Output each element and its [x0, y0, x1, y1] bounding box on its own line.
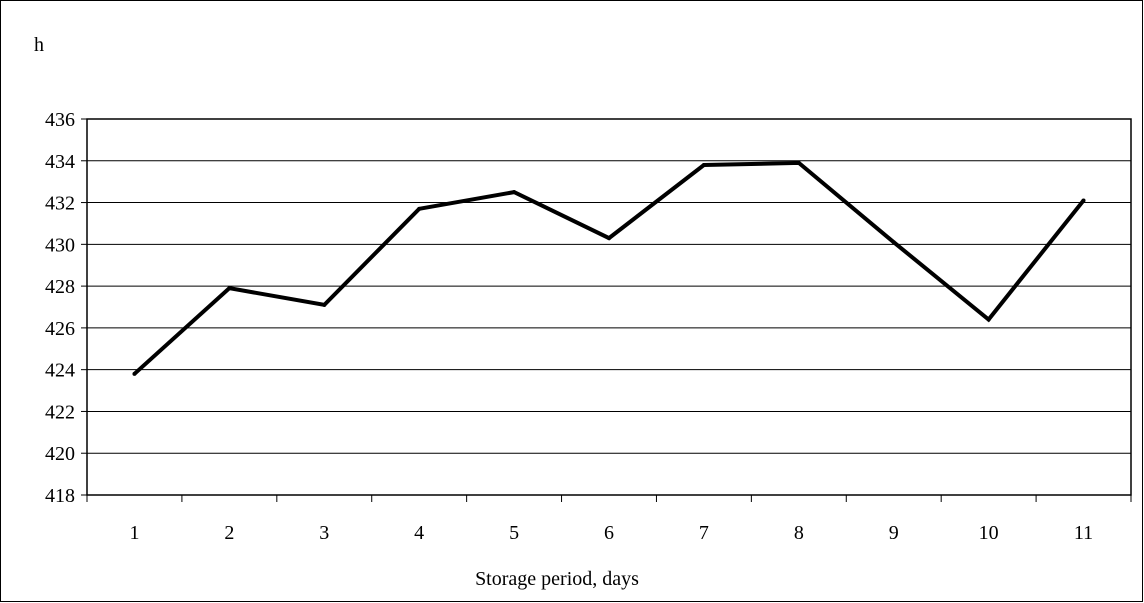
data-point — [512, 190, 517, 195]
x-tick-label: 1 — [129, 522, 139, 544]
y-tick-label: 428 — [45, 276, 75, 298]
x-tick-label: 5 — [509, 522, 519, 544]
x-tick-label: 2 — [224, 522, 234, 544]
y-tick-label: 434 — [45, 151, 75, 173]
x-tick-label: 4 — [414, 522, 424, 544]
y-tick-label: 426 — [45, 318, 75, 340]
y-tick-label: 430 — [45, 234, 75, 256]
y-tick-label: 422 — [45, 401, 75, 423]
x-tick-label: 8 — [794, 522, 804, 544]
data-point — [227, 286, 232, 291]
grid-lines — [81, 118, 1131, 496]
series-line-0 — [133, 160, 1086, 376]
y-axis-title: h — [34, 34, 44, 56]
data-point — [796, 160, 801, 165]
data-point — [986, 317, 991, 322]
x-axis-title: Storage period, days — [475, 568, 639, 590]
y-tick-label: 432 — [45, 193, 75, 215]
data-point — [1081, 198, 1086, 203]
data-point — [891, 240, 896, 245]
y-axis-tick-labels: 418 420 422 424 426 428 430 432 434 436 — [45, 109, 75, 507]
x-axis-tick-labels: 1 2 3 4 5 6 7 8 9 10 11 — [129, 522, 1093, 544]
x-axis-ticks — [86, 495, 1132, 502]
y-tick-label: 436 — [45, 109, 75, 131]
y-tick-label: 424 — [45, 360, 75, 382]
plot-area — [86, 118, 1132, 496]
y-tick-label: 418 — [45, 485, 75, 507]
x-tick-label: 7 — [699, 522, 709, 544]
x-tick-label: 10 — [979, 522, 999, 544]
x-tick-label: 3 — [319, 522, 329, 544]
data-point — [607, 236, 611, 241]
x-tick-label: 9 — [889, 522, 899, 544]
data-point — [322, 302, 327, 307]
data-point — [701, 162, 706, 167]
data-point — [417, 206, 422, 211]
x-tick-label: 6 — [604, 522, 614, 544]
data-point — [132, 371, 137, 376]
x-tick-label: 11 — [1074, 522, 1093, 544]
series-layer — [132, 160, 1086, 376]
y-tick-label: 420 — [45, 443, 75, 465]
